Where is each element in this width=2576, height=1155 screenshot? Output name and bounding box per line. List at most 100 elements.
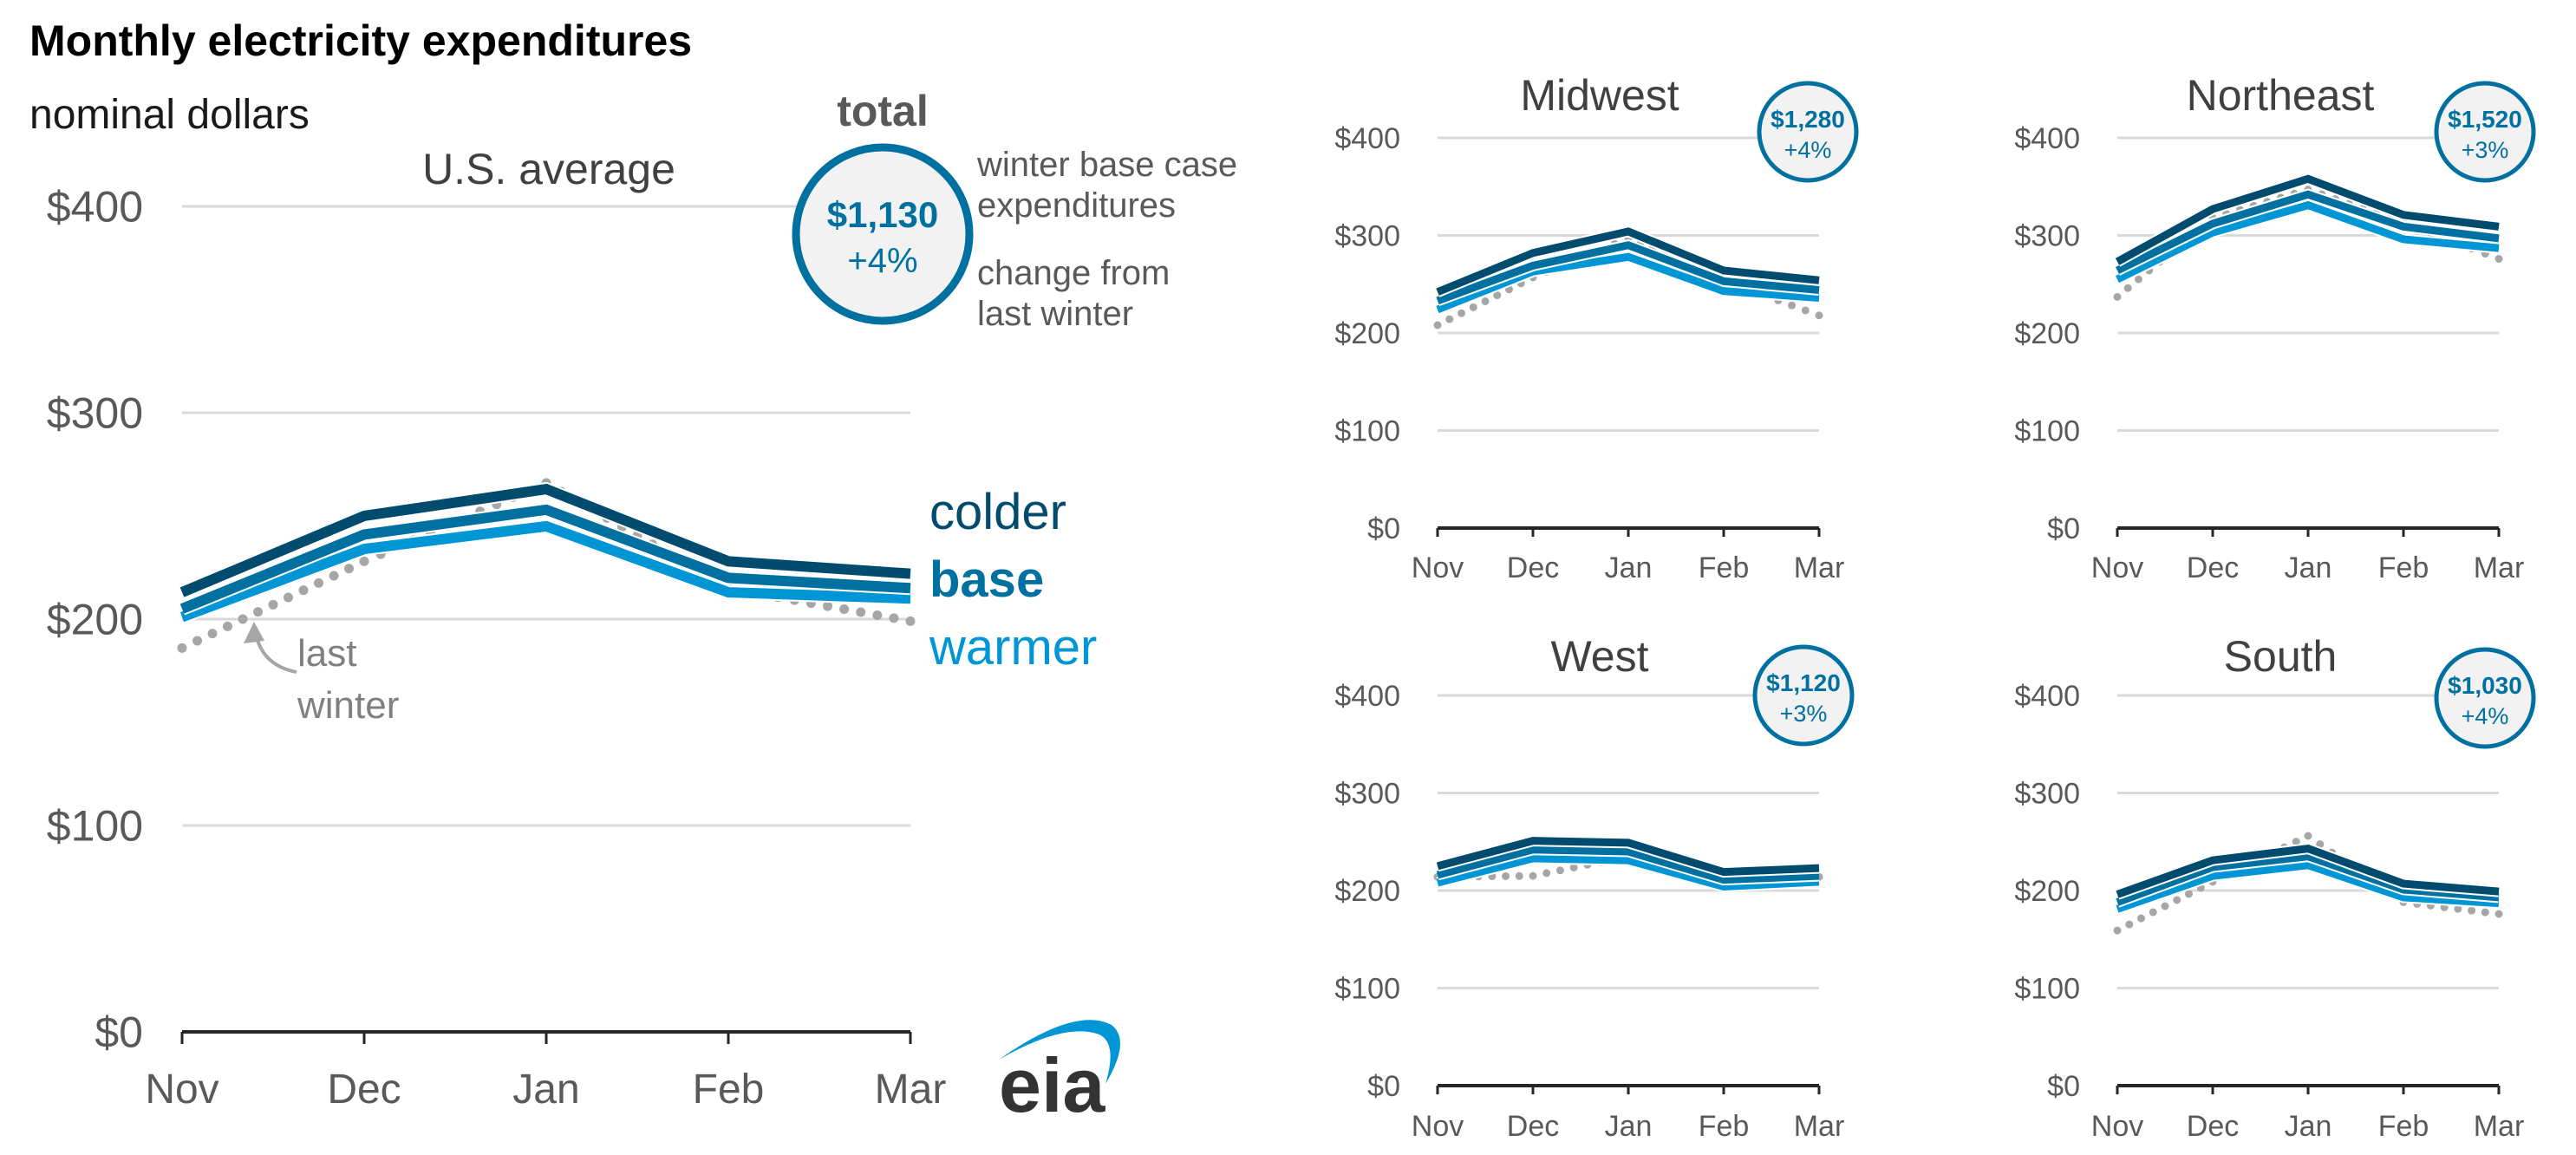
legend-colder: colder [929, 484, 1066, 540]
northeast-y-tick-label: $200 [2014, 317, 2080, 350]
west-y-tick-label: $100 [1334, 972, 1400, 1005]
midwest-bubble-total: $1,280 [1771, 106, 1845, 133]
u-s-average-x-tick-label: Nov [145, 1067, 218, 1113]
eia-logo: eia [999, 1020, 1120, 1128]
northeast-panel: $0 $100 $200 $300 $400 Nov Dec Jan Feb Mar Northea… [2014, 71, 2536, 584]
u-s-average-last-winter-dot [253, 607, 263, 617]
northeast-series-warmer [2116, 200, 2500, 284]
midwest-y-tick-label: $400 [1334, 122, 1400, 155]
west-x-tick-label: Dec [1507, 1110, 1559, 1143]
midwest-bubble-circle [1757, 81, 1859, 183]
u-s-average-last-winter-dot [823, 601, 833, 611]
west-x-tick-label: Nov [1412, 1110, 1464, 1143]
south-bubble-change: +4% [2462, 703, 2509, 729]
u-s-average-last-winter-dot [359, 556, 369, 566]
west-last-winter-dot [1569, 863, 1578, 871]
u-s-average-y-tick-label: $100 [47, 802, 143, 851]
us-average-panel: $0 $100 $200 $300 $400 Nov Dec Jan Feb Mar U.S. av… [47, 143, 974, 1113]
northeast-y-tick-label: $300 [2014, 219, 2080, 252]
u-s-average-y-tick-label: $400 [47, 183, 143, 232]
south-y-tick-label: $300 [2014, 777, 2080, 810]
chart-title: Monthly electricity expenditures [29, 16, 692, 65]
u-s-average-last-winter-dot [889, 613, 899, 623]
west-last-winter-dot [1515, 871, 1523, 880]
midwest-series-warmer [1436, 252, 1820, 314]
u-s-average-last-winter-dot [284, 592, 293, 603]
last-winter-label-line2: winter [297, 684, 399, 727]
total-label: total [837, 87, 929, 135]
west-last-winter-dot [1502, 871, 1510, 880]
west-x-tick-label: Mar [1794, 1110, 1845, 1143]
south-bubble-total: $1,030 [2448, 672, 2522, 699]
northeast-panel-title: Northeast [2187, 71, 2375, 120]
west-y-tick-label: $400 [1334, 680, 1400, 713]
west-series-warmer [1436, 854, 1820, 891]
midwest-x-tick-label: Nov [1412, 551, 1464, 584]
u-s-average-x-tick-label: Dec [327, 1067, 401, 1113]
u-s-average-last-winter-dot [839, 604, 850, 615]
u-s-average-series-colder [179, 483, 911, 597]
u-s-average-x-tick-label: Jan [512, 1067, 579, 1113]
west-series-base [1436, 845, 1820, 884]
northeast-x-tick-label: Mar [2474, 551, 2525, 584]
midwest-y-tick-label: $0 [1367, 512, 1400, 545]
u-s-average-last-winter-dot [207, 629, 218, 639]
u-s-average-last-winter-dot [223, 621, 232, 631]
midwest-panel-title: Midwest [1520, 71, 1679, 120]
west-y-tick-label: $200 [1334, 875, 1400, 908]
south-y-tick-label: $0 [2047, 1070, 2080, 1103]
midwest-y-tick-label: $200 [1334, 317, 1400, 350]
south-x-tick-label: Mar [2474, 1110, 2525, 1143]
south-last-winter-dot [2173, 896, 2181, 904]
south-panel: $0 $100 $200 $300 $400 Nov Dec Jan Feb Mar South $1… [2014, 632, 2536, 1143]
south-bubble-circle [2434, 647, 2536, 749]
u-s-average-x-tick-label: Feb [693, 1067, 765, 1113]
u-s-average-y-tick-label: $200 [47, 596, 143, 644]
eia-logo-text: eia [999, 1042, 1105, 1128]
west-last-winter-dot [1529, 871, 1537, 880]
northeast-y-tick-label: $100 [2014, 414, 2080, 447]
midwest-last-winter-dot [1815, 311, 1823, 320]
south-last-winter-dot [2125, 920, 2134, 929]
northeast-x-tick-label: Nov [2091, 551, 2143, 584]
northeast-last-winter-dot [2113, 292, 2122, 301]
south-y-tick-label: $100 [2014, 972, 2080, 1005]
legend-base: base [929, 551, 1044, 608]
south-x-tick-label: Feb [2378, 1110, 2429, 1143]
west-panel-title: West [1551, 632, 1649, 681]
bubble-desc-line1: winter base case [976, 146, 1237, 184]
u-s-average-series-base [179, 504, 911, 614]
west-last-winter-dot [1542, 869, 1551, 878]
midwest-panel: $0 $100 $200 $300 $400 Nov Dec Jan Feb Mar Midwest… [1334, 71, 1859, 584]
south-last-winter-dot [2161, 902, 2169, 910]
u-s-average-last-winter-dot [856, 607, 866, 617]
south-series-warmer [2116, 861, 2500, 913]
u-s-average-bubble-circle [792, 143, 974, 325]
south-x-tick-label: Nov [2091, 1110, 2143, 1143]
u-s-average-last-winter-dot [329, 571, 339, 581]
midwest-last-winter-dot [1433, 321, 1442, 330]
south-last-winter-dot [2113, 926, 2122, 935]
u-s-average-bubble-total: $1,130 [827, 194, 938, 235]
south-y-tick-label: $400 [2014, 680, 2080, 713]
northeast-bubble-change: +3% [2462, 137, 2509, 163]
u-s-average-last-winter-dot [298, 585, 309, 596]
west-y-tick-label: $0 [1367, 1070, 1400, 1103]
midwest-last-winter-dot [1469, 303, 1477, 311]
northeast-x-tick-label: Feb [2378, 551, 2429, 584]
south-series-colder [2116, 845, 2500, 898]
midwest-x-tick-label: Feb [1699, 551, 1750, 584]
south-last-winter-dot [2185, 890, 2193, 898]
u-s-average-last-winter-dot [238, 614, 248, 624]
south-total-bubble: $1,030 +4% [2434, 647, 2536, 749]
midwest-x-tick-label: Jan [1605, 551, 1653, 584]
northeast-y-tick-label: $400 [2014, 122, 2080, 155]
west-x-tick-label: Jan [1605, 1110, 1653, 1143]
south-panel-title: South [2224, 632, 2338, 681]
u-s-average-x-tick-label: Mar [875, 1067, 947, 1113]
midwest-last-winter-dot [1788, 301, 1797, 310]
northeast-last-winter-dot [2123, 284, 2132, 292]
u-s-average-last-winter-dot [177, 643, 187, 653]
midwest-series-colder [1436, 227, 1820, 296]
u-s-average-y-tick-label: $300 [47, 389, 143, 438]
